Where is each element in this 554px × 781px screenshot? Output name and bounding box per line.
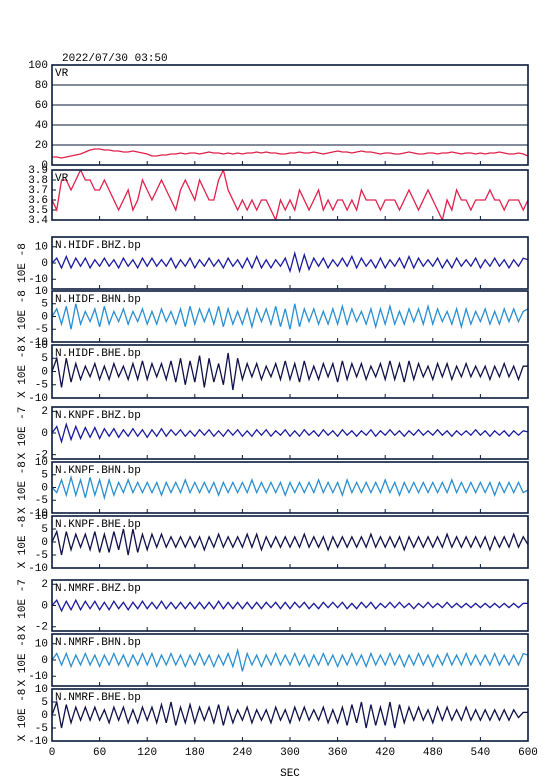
trace <box>52 170 528 220</box>
x-tick-label: 60 <box>93 747 106 759</box>
y-tick-label: -5 <box>35 723 48 735</box>
trace <box>52 528 528 556</box>
panel-label: N.NMRF.BHE.bp <box>55 692 141 704</box>
y-unit-label: X 10E -8 <box>17 345 29 398</box>
y-unit-label: X 10E -8 <box>17 634 29 687</box>
y-tick-label: 5 <box>41 470 48 482</box>
trace <box>52 352 528 391</box>
trace <box>52 598 528 613</box>
y-tick-label: 3.8 <box>28 175 48 187</box>
y-unit-label: X 10E -8 <box>17 290 29 343</box>
y-tick-label: -10 <box>28 274 48 286</box>
y-tick-label: 60 <box>35 100 48 112</box>
trace <box>52 474 528 501</box>
y-tick-label: -10 <box>28 736 48 748</box>
y-tick-label: 5 <box>41 697 48 709</box>
y-tick-label: 3.7 <box>28 185 48 197</box>
y-tick-label: 10 <box>35 340 48 352</box>
y-tick-label: 80 <box>35 80 48 92</box>
y-unit-label: X 10E -8 <box>17 516 29 569</box>
y-tick-label: 2 <box>41 406 48 418</box>
trace <box>52 422 528 444</box>
panel-label: N.NMRF.BHZ.bp <box>55 583 141 595</box>
x-tick-label: 360 <box>328 747 348 759</box>
y-tick-label: 3.4 <box>28 215 48 227</box>
y-tick-label: -5 <box>35 550 48 562</box>
panel-frame <box>51 64 529 166</box>
panel-frame <box>51 169 529 221</box>
y-tick-label: 3.9 <box>28 165 48 177</box>
y-tick-label: 10 <box>35 286 48 298</box>
y-tick-label: 3.6 <box>28 195 48 207</box>
x-tick-label: 120 <box>137 747 157 759</box>
trace <box>52 148 528 159</box>
y-tick-label: 0 <box>41 482 48 494</box>
y-tick-label: 0 <box>41 366 48 378</box>
panel-label: N.HIDF.BHE.bp <box>55 348 141 360</box>
y-tick-label: 2 <box>41 579 48 591</box>
y-unit-label: 10E -8 <box>17 243 29 283</box>
chart-title: 2022/07/30 03:50 <box>62 53 168 65</box>
x-tick-label: 540 <box>470 747 490 759</box>
panel-label: N.NMRF.BHN.bp <box>55 637 141 649</box>
y-tick-label: -10 <box>28 671 48 683</box>
y-tick-label: 0 <box>41 428 48 440</box>
y-tick-label: 5 <box>41 524 48 536</box>
trace <box>52 250 528 274</box>
panel-label: N.HIDF.BHN.bp <box>55 294 141 306</box>
y-tick-label: 10 <box>35 457 48 469</box>
y-tick-label: -2 <box>35 450 48 462</box>
x-axis-label: SEC <box>280 768 300 780</box>
y-tick-label: 0 <box>41 710 48 722</box>
y-tick-label: 5 <box>41 353 48 365</box>
y-tick-label: 10 <box>35 684 48 696</box>
y-unit-label: X 10E -8 <box>17 689 29 742</box>
y-tick-label: -5 <box>35 324 48 336</box>
trace <box>52 303 528 330</box>
y-tick-label: 20 <box>35 140 48 152</box>
y-tick-label: -2 <box>35 622 48 634</box>
x-tick-label: 480 <box>423 747 443 759</box>
panel-label: VR <box>55 173 69 185</box>
panel-label: N.KNPF.BHN.bp <box>55 465 141 477</box>
y-tick-label: 0 <box>41 655 48 667</box>
y-tick-label: 0 <box>41 600 48 612</box>
x-tick-label: 240 <box>232 747 252 759</box>
y-tick-label: 0 <box>41 258 48 270</box>
y-tick-label: -10 <box>28 337 48 349</box>
y-tick-label: 10 <box>35 242 48 254</box>
y-tick-label: -5 <box>35 495 48 507</box>
trace <box>52 699 528 729</box>
y-tick-label: 0 <box>41 311 48 323</box>
y-tick-label: 0 <box>41 160 48 172</box>
x-tick-label: 180 <box>185 747 205 759</box>
trace <box>52 647 528 672</box>
y-tick-label: 10 <box>35 511 48 523</box>
y-tick-label: -10 <box>28 508 48 520</box>
y-tick-label: -10 <box>28 563 48 575</box>
panel-label: N.KNPF.BHE.bp <box>55 519 141 531</box>
panel-label: N.HIDF.BHZ.bp <box>55 240 141 252</box>
x-tick-label: 600 <box>518 747 538 759</box>
x-tick-label: 0 <box>49 747 56 759</box>
y-tick-label: -5 <box>35 380 48 392</box>
y-tick-label: 0 <box>41 537 48 549</box>
y-tick-label: 5 <box>41 299 48 311</box>
y-unit-label: X 10E -7 <box>17 407 29 460</box>
x-tick-label: 420 <box>375 747 395 759</box>
x-tick-label: 300 <box>280 747 300 759</box>
panel-label: VR <box>55 68 69 80</box>
panel-label: N.KNPF.BHZ.bp <box>55 410 141 422</box>
y-unit-label: X 10E -7 <box>17 579 29 632</box>
y-tick-label: 40 <box>35 120 48 132</box>
y-tick-label: 100 <box>28 60 48 72</box>
y-tick-label: 3.5 <box>28 205 48 217</box>
y-tick-label: -10 <box>28 393 48 405</box>
y-unit-label: X 10E -8 <box>17 461 29 514</box>
y-tick-label: 10 <box>35 639 48 651</box>
